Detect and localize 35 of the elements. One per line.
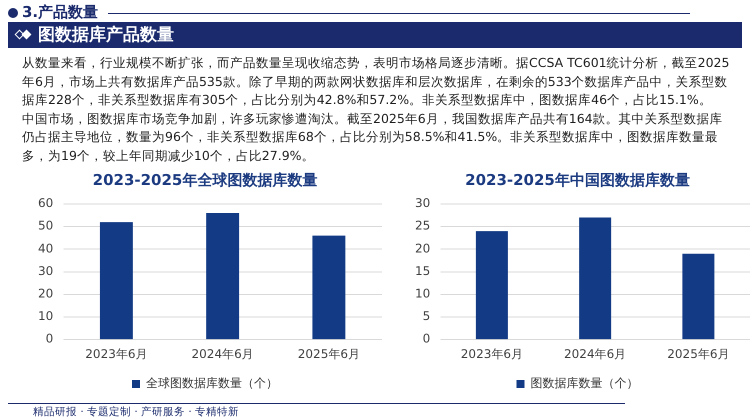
text: 精品研报 · 专题定制 · 产研服务 · 专精特新 [33, 406, 240, 419]
x-tick-label: 2023年6月 [85, 346, 148, 361]
y-tick-label: 20 [38, 286, 54, 301]
y-tick-label: 25 [414, 218, 430, 233]
chart-title: 2023-2025年全球图数据库数量 [92, 170, 318, 189]
text: 图数据库产品数量 [38, 24, 174, 46]
y-tick-label: 50 [38, 218, 54, 233]
legend-label: 图数据库数量（个） [530, 376, 638, 390]
y-tick-label: 15 [414, 264, 430, 278]
bar [579, 218, 612, 340]
bar [312, 236, 346, 340]
text: 中国市场，图数据库市场竞争加剧，许多玩家惨遭淘汰。截至2025年6月，我国数据库产品共有164款。其中关系型数据库仍占据主导地位，数量为96个，非关系型数据库68个，占比分别为58.5%和41.5%。非关系型数据库中，图数据库数量最多，为19个，较上年同期减少10个，占比27.9%。 [22, 110, 724, 165]
x-tick-label: 2025年6月 [298, 346, 360, 361]
bar [100, 222, 133, 340]
text: 从数量来看，行业规模不断扩张，而产品数量呈现收缩态势，表明市场格局逐步清晰。据CCSA TC601统计分析，截至2025年6月，市场上共有数据库产品535款。除了早期的两款网状数据库和层次数据库，在剩余的533个数据库产品中，关系型数据库228个，非关系型数据库有305个，占比分别为42.8%和57.2%。非关系型数据库中，图数据库46个，占比15.1%。 [22, 54, 730, 110]
x-tick-label: 2024年6月 [192, 346, 254, 361]
y-tick-label: 60 [38, 196, 54, 210]
y-tick-label: 30 [414, 196, 430, 210]
y-tick-label: 40 [38, 241, 54, 256]
bar [476, 231, 508, 340]
y-tick-label: 0 [422, 332, 430, 346]
text: 3.产品数量 [22, 2, 98, 22]
y-tick-label: 5 [422, 309, 430, 324]
x-tick-label: 2025年6月 [667, 346, 730, 361]
x-tick-label: 2024年6月 [564, 346, 626, 361]
y-tick-label: 20 [414, 241, 430, 256]
y-tick-label: 10 [38, 309, 54, 324]
bar [682, 254, 714, 340]
bar [206, 213, 240, 340]
y-tick-label: 30 [38, 264, 54, 278]
y-tick-label: 10 [414, 286, 430, 301]
y-tick-label: 0 [46, 332, 54, 346]
legend-label: 全球图数据库数量（个） [146, 376, 278, 390]
chart-title: 2023-2025年中国图数据库数量 [465, 170, 690, 189]
x-tick-label: 2023年6月 [460, 346, 523, 361]
